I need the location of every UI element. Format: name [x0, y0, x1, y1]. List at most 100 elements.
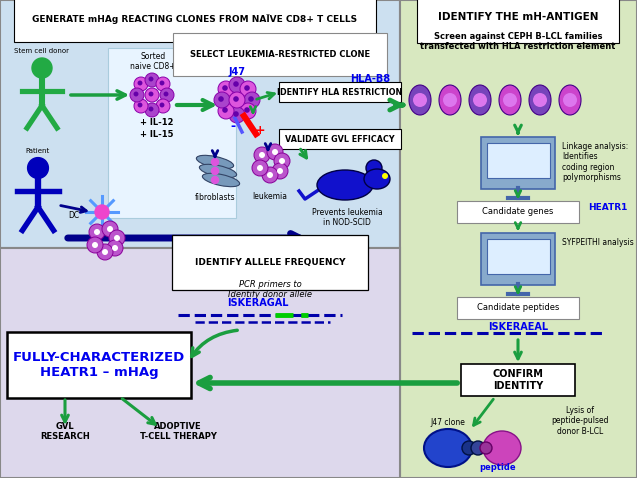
- Circle shape: [148, 107, 154, 111]
- Ellipse shape: [317, 170, 373, 200]
- Circle shape: [254, 147, 270, 163]
- Ellipse shape: [364, 169, 390, 189]
- Text: ISKERAGAL: ISKERAGAL: [227, 298, 289, 308]
- Text: Lysis of
peptide-pulsed
donor B-LCL: Lysis of peptide-pulsed donor B-LCL: [551, 406, 609, 436]
- Text: IDENTIFY HLA RESTRICTION: IDENTIFY HLA RESTRICTION: [277, 87, 403, 97]
- Circle shape: [32, 58, 52, 78]
- Circle shape: [471, 441, 485, 455]
- Text: HLA-B8: HLA-B8: [350, 74, 390, 84]
- Ellipse shape: [424, 429, 472, 467]
- Text: J47 clone: J47 clone: [431, 418, 466, 427]
- Text: ISKERAEAL: ISKERAEAL: [488, 322, 548, 332]
- Circle shape: [145, 73, 159, 87]
- Circle shape: [248, 96, 254, 102]
- Ellipse shape: [196, 155, 234, 169]
- Circle shape: [257, 165, 263, 171]
- FancyBboxPatch shape: [279, 129, 401, 149]
- Bar: [0, 0, 400, 248]
- Circle shape: [130, 88, 144, 102]
- Circle shape: [252, 160, 268, 176]
- Bar: [400, 0, 637, 478]
- Circle shape: [134, 92, 138, 97]
- Text: SYFPEITHI analysis: SYFPEITHI analysis: [562, 238, 634, 247]
- Text: PCR primers to
Identify donor allele: PCR primers to Identify donor allele: [228, 280, 312, 299]
- Circle shape: [211, 167, 218, 174]
- Circle shape: [229, 77, 245, 93]
- Circle shape: [222, 85, 228, 91]
- FancyBboxPatch shape: [279, 82, 401, 102]
- Circle shape: [240, 81, 256, 97]
- Text: + IL-15: + IL-15: [140, 130, 173, 139]
- Circle shape: [218, 103, 234, 119]
- Circle shape: [533, 93, 547, 107]
- Circle shape: [94, 229, 100, 235]
- Text: DC: DC: [68, 211, 79, 220]
- Circle shape: [107, 226, 113, 232]
- Circle shape: [211, 176, 218, 184]
- Circle shape: [503, 93, 517, 107]
- Circle shape: [233, 81, 239, 87]
- Circle shape: [156, 99, 170, 113]
- Text: + IL-12: + IL-12: [140, 118, 173, 127]
- Text: GVL
RESEARCH: GVL RESEARCH: [40, 422, 90, 441]
- Circle shape: [148, 92, 154, 97]
- Circle shape: [443, 93, 457, 107]
- Circle shape: [473, 93, 487, 107]
- Text: Prevents leukemia
in NOD-SCID: Prevents leukemia in NOD-SCID: [311, 208, 382, 228]
- Circle shape: [112, 245, 118, 251]
- Text: VALIDATE GVL EFFICACY: VALIDATE GVL EFFICACY: [285, 134, 395, 143]
- Circle shape: [145, 88, 159, 102]
- Ellipse shape: [483, 431, 521, 465]
- Circle shape: [211, 159, 218, 165]
- Circle shape: [160, 88, 174, 102]
- Circle shape: [109, 230, 125, 246]
- Circle shape: [267, 144, 283, 160]
- Circle shape: [480, 442, 492, 454]
- Circle shape: [102, 221, 118, 237]
- Circle shape: [233, 96, 239, 102]
- Circle shape: [97, 244, 113, 260]
- Circle shape: [114, 235, 120, 241]
- Text: Patient: Patient: [26, 148, 50, 154]
- Circle shape: [95, 205, 109, 219]
- Text: peptide: peptide: [480, 463, 517, 472]
- Circle shape: [382, 173, 388, 179]
- Circle shape: [277, 168, 283, 174]
- Circle shape: [244, 85, 250, 91]
- Circle shape: [279, 158, 285, 164]
- FancyBboxPatch shape: [487, 142, 550, 177]
- Circle shape: [274, 153, 290, 169]
- Ellipse shape: [199, 164, 236, 178]
- Bar: [108, 48, 236, 218]
- Circle shape: [89, 224, 105, 240]
- Ellipse shape: [499, 85, 521, 115]
- Circle shape: [92, 242, 98, 248]
- Circle shape: [148, 76, 154, 81]
- Text: HEATR1: HEATR1: [588, 204, 627, 213]
- Circle shape: [244, 107, 250, 113]
- Circle shape: [138, 81, 143, 86]
- Text: Sorted
naive CD8+: Sorted naive CD8+: [130, 52, 176, 71]
- Circle shape: [259, 152, 265, 158]
- FancyBboxPatch shape: [481, 233, 555, 285]
- Text: IDENTIFY ALLELE FREQUENCY: IDENTIFY ALLELE FREQUENCY: [195, 258, 345, 267]
- FancyBboxPatch shape: [487, 239, 550, 273]
- Text: leukemia: leukemia: [252, 192, 287, 201]
- Text: SELECT LEUKEMIA-RESTRICTED CLONE: SELECT LEUKEMIA-RESTRICTED CLONE: [190, 50, 370, 59]
- Circle shape: [272, 163, 288, 179]
- Circle shape: [244, 92, 260, 108]
- Circle shape: [240, 103, 256, 119]
- Ellipse shape: [469, 85, 491, 115]
- Circle shape: [366, 160, 382, 176]
- Circle shape: [413, 93, 427, 107]
- Text: J47: J47: [229, 67, 245, 77]
- Circle shape: [229, 107, 245, 123]
- Circle shape: [218, 96, 224, 102]
- Ellipse shape: [409, 85, 431, 115]
- Text: Candidate genes: Candidate genes: [482, 207, 554, 217]
- Text: IDENTIFY THE mH-ANTIGEN: IDENTIFY THE mH-ANTIGEN: [438, 12, 598, 22]
- FancyBboxPatch shape: [457, 201, 579, 223]
- Circle shape: [134, 99, 148, 113]
- Circle shape: [138, 103, 143, 108]
- Text: Screen against CEPH B-LCL families
transfected with HLA restriction element: Screen against CEPH B-LCL families trans…: [420, 32, 616, 52]
